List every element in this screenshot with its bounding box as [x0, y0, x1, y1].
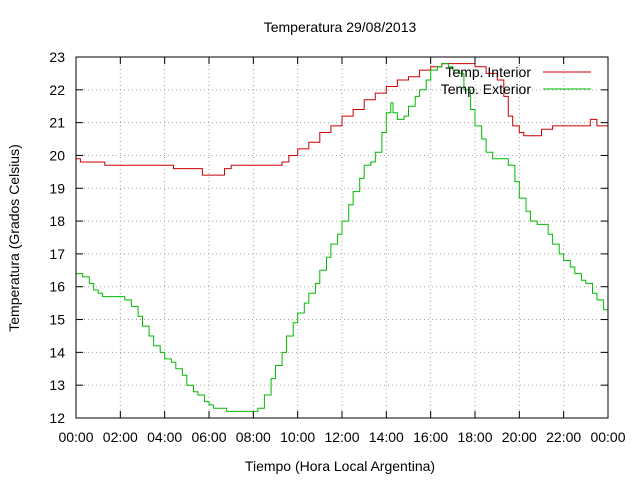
x-tick-label: 14:00 — [369, 429, 404, 445]
x-tick-label: 02:00 — [103, 429, 138, 445]
x-tick-label: 08:00 — [236, 429, 271, 445]
x-tick-label: 00:00 — [58, 429, 93, 445]
y-tick-label: 18 — [49, 213, 65, 229]
grid — [76, 57, 608, 418]
y-tick-label: 16 — [49, 279, 65, 295]
series-line-interior — [76, 63, 609, 176]
legend-label: Temp. Exterior — [441, 81, 532, 97]
x-tick-label: 18:00 — [457, 429, 492, 445]
y-tick-label: 17 — [49, 246, 65, 262]
x-tick-label: 06:00 — [191, 429, 226, 445]
y-tick-label: 13 — [49, 377, 65, 393]
series-line-exterior — [76, 63, 609, 412]
y-tick-label: 21 — [49, 115, 65, 131]
x-tick-label: 00:00 — [590, 429, 625, 445]
y-tick-label: 22 — [49, 82, 65, 98]
axis-ticks: 12 13 14 15 16 17 18 19 20 21 22 23 00:00 02:00 04:00 0… — [49, 49, 625, 445]
x-axis-label: Tiempo (Hora Local Argentina) — [245, 458, 435, 474]
y-tick-label: 14 — [49, 344, 65, 360]
y-tick-label: 15 — [49, 312, 65, 328]
legend-label: Temp. Interior — [445, 64, 531, 80]
x-tick-label: 20:00 — [502, 429, 537, 445]
y-axis-label: Temperatura (Grados Celsius) — [6, 144, 22, 332]
x-tick-label: 16:00 — [413, 429, 448, 445]
chart-title: Temperatura 29/08/2013 — [264, 19, 417, 35]
x-tick-label: 22:00 — [546, 429, 581, 445]
y-tick-label: 23 — [49, 49, 65, 65]
x-tick-label: 04:00 — [147, 429, 182, 445]
series-layer — [76, 63, 609, 412]
y-tick-label: 20 — [49, 147, 65, 163]
y-tick-label: 12 — [49, 410, 65, 426]
y-tick-label: 19 — [49, 180, 65, 196]
x-tick-label: 10:00 — [280, 429, 315, 445]
x-tick-label: 12:00 — [324, 429, 359, 445]
